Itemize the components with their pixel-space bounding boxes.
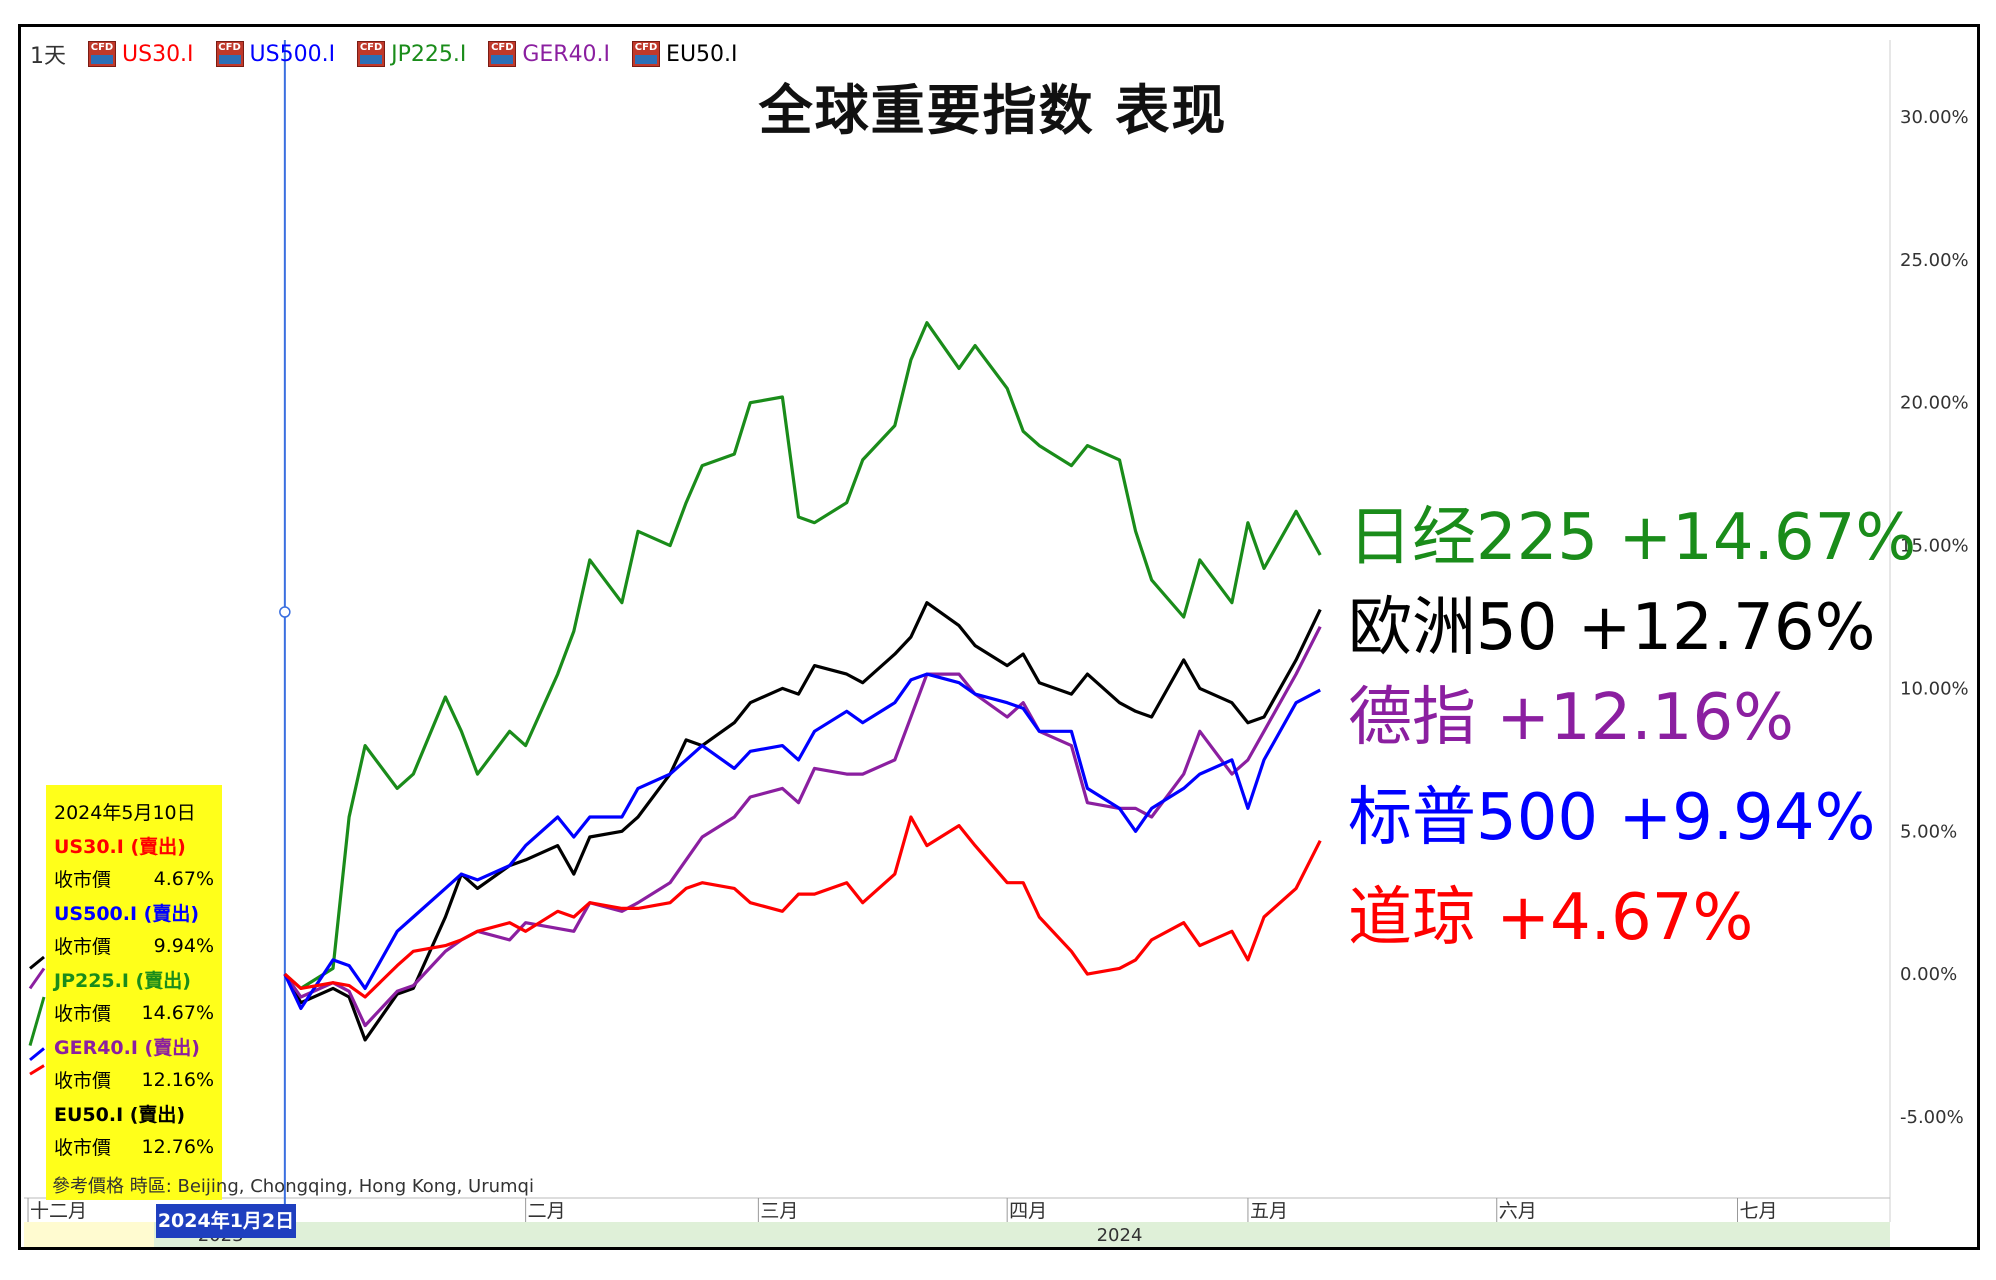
cfd-icon: CFD — [357, 41, 386, 67]
legend-item-eu50[interactable]: CFD EU50.I — [632, 41, 738, 67]
info-symbol-text: EU50.I (賣出) — [54, 1103, 186, 1126]
pre-period-stub — [29, 955, 45, 970]
cfd-icon: CFD — [215, 41, 244, 67]
close-label: 收市價 — [54, 936, 112, 959]
info-symbol-us30: US30.I (賣出) — [54, 829, 214, 863]
info-close-us500: 收市價 9.94% — [54, 929, 214, 963]
info-close-eu50: 收市價 12.76% — [54, 1130, 214, 1164]
series-line-ger40-i — [283, 625, 1322, 1028]
legend-item-us500[interactable]: CFD US500.I — [215, 41, 336, 67]
info-date: 2024年5月10日 — [54, 795, 214, 829]
y-tick-label: 25.00% — [1900, 250, 1969, 271]
year-band-2023 — [24, 1222, 154, 1247]
x-tick-label: 四月 — [1009, 1200, 1047, 1222]
close-label: 收市價 — [54, 869, 112, 892]
x-tick-label: 十二月 — [30, 1200, 87, 1222]
x-tick-label: 三月 — [760, 1200, 798, 1222]
end-label-us30: 道琼 +4.67% — [1348, 881, 1754, 955]
legend-label-jp225: JP225.I — [391, 41, 467, 67]
series-line-eu50-i — [283, 601, 1322, 1042]
legend-label-ger40: GER40.I — [522, 41, 611, 67]
y-tick-label: 10.00% — [1900, 678, 1969, 699]
series-line-jp225-i — [283, 321, 1322, 991]
pre-period-stub — [29, 1064, 45, 1076]
info-symbol-text: GER40.I (賣出) — [54, 1036, 200, 1059]
info-symbol-us500: US500.I (賣出) — [54, 896, 214, 930]
info-symbol-text: US30.I (賣出) — [54, 835, 186, 858]
info-symbol-text: JP225.I (賣出) — [54, 969, 191, 992]
y-tick-label: 20.00% — [1900, 393, 1969, 414]
series-line-us30-i — [283, 815, 1322, 999]
x-tick-label: 七月 — [1740, 1200, 1778, 1222]
info-symbol-ger40: GER40.I (賣出) — [54, 1030, 214, 1064]
cursor-date-chip: 2024年1月2日 — [156, 1204, 296, 1238]
footnote: 參考價格 時區: Beijing, Chongqing, Hong Kong, … — [52, 1176, 534, 1197]
close-label: 收市價 — [54, 1137, 112, 1160]
year-band — [24, 1222, 1890, 1247]
close-value: 12.76% — [141, 1135, 214, 1158]
pre-period-stub — [29, 1047, 45, 1062]
cfd-icon: CFD — [488, 41, 517, 67]
cfd-icon: CFD — [632, 41, 661, 67]
cfd-icon: CFD — [88, 41, 116, 67]
end-label-ger40: 德指 +12.16% — [1348, 681, 1794, 755]
period-selector[interactable]: 1天 — [30, 44, 66, 69]
info-symbol-text: US500.I (賣出) — [54, 902, 200, 925]
x-tick-label: 五月 — [1250, 1200, 1288, 1222]
info-close-jp225: 收市價 14.67% — [54, 996, 214, 1030]
legend-item-ger40[interactable]: CFD GER40.I — [488, 41, 610, 67]
y-tick-label: 0.00% — [1900, 964, 1957, 985]
legend-item-jp225[interactable]: CFD JP225.I — [357, 41, 466, 67]
info-box: 2024年5月10日 US30.I (賣出) 收市價 4.67% US500.I … — [46, 785, 222, 1200]
close-value: 9.94% — [153, 934, 214, 957]
legend-item-us30[interactable]: CFD US30.I — [88, 41, 194, 67]
y-tick-label: 30.00% — [1900, 107, 1969, 128]
chart-title-text: 全球重要指数 表现 — [758, 79, 1228, 142]
year-label: 2024 — [1097, 1225, 1143, 1246]
close-label: 收市價 — [54, 1003, 112, 1026]
info-close-us30: 收市價 4.67% — [54, 862, 214, 896]
end-label-eu50: 欧洲50 +12.76% — [1348, 591, 1876, 665]
legend-label-us500: US500.I — [249, 41, 336, 67]
end-label-us500: 标普500 +9.94% — [1348, 781, 1876, 855]
info-date-text: 2024年5月10日 — [54, 802, 196, 825]
end-label-jp225: 日经225 +14.67% — [1348, 501, 1917, 575]
chart-frame — [18, 24, 1980, 1250]
legend-label-eu50: EU50.I — [666, 41, 738, 67]
legend-bar: 1天 CFD US30.I CFD US500.I CFD JP225.I CF… — [30, 38, 738, 70]
close-label: 收市價 — [54, 1070, 112, 1093]
y-tick-label: 15.00% — [1900, 536, 1969, 557]
info-symbol-jp225: JP225.I (賣出) — [54, 963, 214, 997]
cursor-handle — [279, 606, 291, 618]
pre-period-stub — [28, 967, 46, 990]
x-tick-label: 六月 — [1499, 1200, 1537, 1222]
info-close-ger40: 收市價 12.16% — [54, 1063, 214, 1097]
chart-title: 全球重要指数 表现 — [0, 66, 1996, 145]
close-value: 4.67% — [153, 867, 214, 890]
series-line-us500-i — [283, 672, 1321, 1011]
legend-label-us30: US30.I — [122, 41, 194, 67]
info-symbol-eu50: EU50.I (賣出) — [54, 1097, 214, 1131]
pre-period-stub — [28, 996, 46, 1046]
y-tick-label: 5.00% — [1900, 821, 1957, 842]
y-tick-label: -5.00% — [1900, 1107, 1964, 1128]
close-value: 14.67% — [141, 1001, 214, 1024]
x-tick-label: 二月 — [528, 1200, 566, 1222]
close-value: 12.16% — [141, 1068, 214, 1091]
